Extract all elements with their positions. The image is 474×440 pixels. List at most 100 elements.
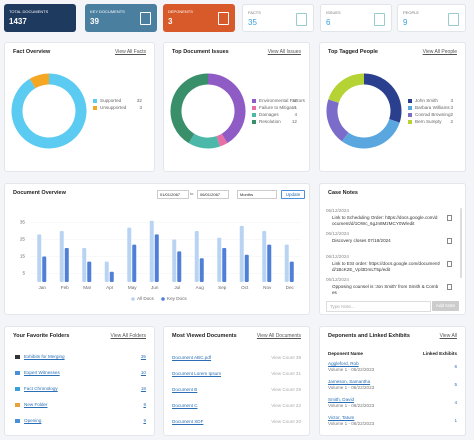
bar-chart: 5 15 25 35 Jan Feb Mar Apr May Jun Jul Aug Sep Oct Nov… — [20, 220, 301, 301]
deponent-name[interactable]: Aggleford, Rob — [328, 361, 359, 366]
deponent-name[interactable]: Jameson, Samantha — [328, 379, 371, 384]
y-tick-label: 5 — [22, 271, 25, 276]
panel-link[interactable]: View All Documents — [256, 333, 301, 339]
view-count: View Count 29 — [271, 387, 301, 392]
stat-icon — [296, 13, 307, 26]
update-button[interactable]: Update — [281, 190, 305, 199]
note-date: 06/12/2024 — [326, 277, 349, 282]
panel-link[interactable]: View All Folders — [110, 333, 146, 339]
stat-card[interactable]: KEY DOCUMENTS 39 — [85, 4, 157, 32]
donut-segment — [188, 133, 220, 149]
panel: Most Viewed Documents View All Documents D… — [163, 326, 310, 436]
legend-value: 1 — [294, 105, 297, 110]
legend-value: 3 — [450, 98, 453, 103]
folder-name[interactable]: Opening — [24, 418, 42, 423]
delete-icon[interactable] — [447, 215, 452, 221]
deponent-name[interactable]: Smith, David — [328, 397, 355, 402]
folder-count[interactable]: 18 — [140, 386, 146, 391]
stat-icon — [374, 13, 385, 26]
legend-swatch — [408, 106, 412, 110]
note-date: 06/12/2024 — [326, 231, 349, 236]
panel-title: Fact Overview — [13, 49, 51, 55]
stat-card[interactable]: DEPONENTS 3 — [163, 4, 235, 32]
legend-swatch — [408, 113, 412, 117]
document-name[interactable]: Document ABC.pdf — [172, 355, 212, 360]
stat-card[interactable]: PEOPLE 9 — [397, 4, 466, 32]
x-tick-label: Nov — [263, 285, 272, 290]
legend-label: All Docs — [137, 296, 155, 301]
add-note-button[interactable]: Add Note — [432, 301, 459, 311]
bar — [127, 227, 132, 282]
column-header: Linked Exhibits — [423, 351, 457, 356]
stat-card[interactable]: FACTS 35 — [242, 4, 314, 32]
date-from[interactable]: 01/01/2067 — [157, 190, 189, 199]
scrollbar — [460, 208, 462, 278]
bar — [87, 261, 92, 282]
delete-icon[interactable] — [447, 238, 452, 244]
bar — [42, 256, 47, 282]
view-count: View Count 31 — [271, 371, 301, 376]
folder-count[interactable]: 10 — [140, 370, 146, 375]
legend-label: Barbara Williams — [415, 105, 450, 110]
folder-count[interactable]: 8 — [143, 402, 146, 407]
panel-link[interactable]: View All — [439, 333, 457, 339]
panel-title: Most Viewed Documents — [172, 333, 237, 339]
folder-count[interactable]: 9 — [143, 418, 146, 423]
folder-name[interactable]: Exhibits for Merging — [24, 354, 65, 359]
note-input[interactable]: Type Note... — [326, 301, 431, 312]
stat-card[interactable]: ISSUES 6 — [320, 4, 392, 32]
panel: Document Overview 01/01/2067 to 06/01/2067 M… — [4, 183, 310, 315]
panel-link[interactable]: View All Facts — [114, 49, 146, 55]
panel: Fact Overview View All Facts Supported 32 Un… — [4, 42, 155, 172]
stat-label: DEPONENTS — [168, 9, 193, 14]
document-name[interactable]: Document XDF — [172, 419, 204, 424]
document-name[interactable]: Document Lorem Ipsum — [172, 371, 222, 376]
deponent-name[interactable]: Victor, Tatum — [328, 415, 355, 420]
bar — [217, 237, 222, 282]
bar — [194, 231, 199, 282]
bar — [154, 234, 159, 282]
panel-link[interactable]: View All People — [422, 49, 457, 55]
bar — [149, 220, 154, 282]
x-tick-label: Apr — [106, 285, 114, 290]
panel-link[interactable]: View All Issues — [267, 49, 301, 55]
note-text: Link to Scheduling Order: https://docs.g… — [332, 215, 438, 226]
folder-name[interactable]: New Folder — [24, 402, 48, 407]
date-to[interactable]: 06/01/2067 — [197, 190, 229, 199]
delete-icon[interactable] — [447, 284, 452, 290]
legend-label: Failure to Mitigate — [259, 105, 296, 110]
legend-label: Bern Sumpty — [415, 119, 442, 124]
legend-marker — [161, 297, 165, 301]
note-text: Discovery closes 07/18/2024 — [332, 238, 391, 243]
exhibit-count: 1 — [454, 418, 457, 423]
bar — [177, 251, 182, 282]
document-name[interactable]: Document C — [172, 403, 198, 408]
donut-segment — [216, 133, 228, 147]
bar — [244, 254, 249, 282]
delete-icon[interactable] — [447, 261, 452, 267]
legend-swatch — [408, 120, 412, 124]
document-name[interactable]: Document B — [172, 387, 198, 392]
y-tick-label: 25 — [20, 237, 26, 242]
deponent-volume: Volume 1 - 06/22/2023 — [328, 385, 375, 390]
legend-value: 3 — [139, 105, 142, 110]
legend-label: Conrad Browning — [415, 112, 451, 117]
folder-name[interactable]: Expert Witnesses — [24, 370, 60, 375]
legend-value: 3 — [450, 105, 453, 110]
view-count: View Count 22 — [271, 403, 301, 408]
stat-card[interactable]: TOTAL DOCUMENTS 1437 — [4, 4, 76, 32]
legend-label: Resolution — [259, 119, 281, 124]
donut-segment — [326, 99, 349, 142]
legend-value: 4 — [294, 112, 297, 117]
bar — [37, 234, 42, 282]
folder-count[interactable]: 35 — [140, 354, 146, 359]
donut-segment — [363, 73, 402, 123]
bar — [172, 239, 177, 282]
period-select[interactable]: Months — [237, 190, 277, 199]
folder-name[interactable]: Fact Chronology — [24, 386, 58, 391]
x-tick-label: Feb — [61, 285, 69, 290]
panel: Case Notes 06/12/2024 Link to Scheduling O… — [319, 183, 466, 315]
y-tick-label: 15 — [20, 254, 26, 259]
legend-label: Damages — [259, 112, 279, 117]
